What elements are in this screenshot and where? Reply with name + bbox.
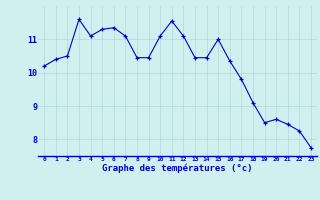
X-axis label: Graphe des températures (°c): Graphe des températures (°c) (102, 164, 253, 173)
